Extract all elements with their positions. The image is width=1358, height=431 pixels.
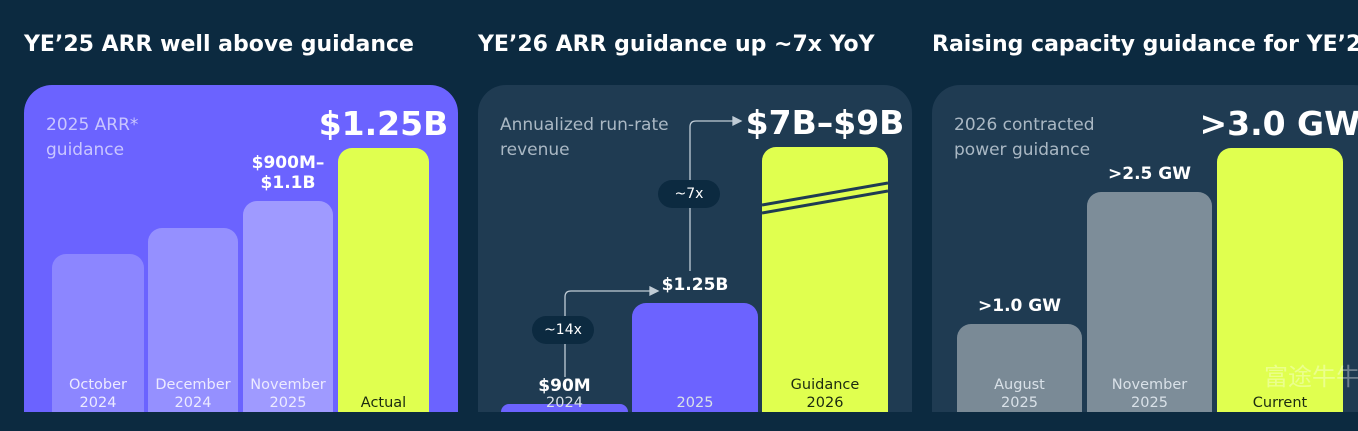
bar (1087, 192, 1212, 412)
panel-subtitle: 2025 ARR* guidance (46, 115, 139, 160)
annotation: ~14x (532, 316, 594, 344)
value-label: >2.5 GW (1108, 164, 1191, 184)
category-label: October 2024 (52, 376, 144, 412)
value-label: $1.25B (661, 275, 729, 296)
category-text: Guidance 2026 (790, 377, 860, 411)
value-label: $900M–$1.1B (251, 153, 325, 193)
category-label: 2024 (501, 394, 628, 412)
axis-break (762, 181, 888, 215)
panel: 2026 contracted power guidance August 202… (932, 85, 1358, 412)
category-text: November 2025 (1111, 377, 1188, 411)
category-label: Guidance 2026 (762, 376, 888, 412)
annotation: ~7x (658, 180, 720, 208)
category-text: November 2025 (250, 377, 326, 411)
value-label: >1.0 GW (978, 296, 1061, 316)
panel-title: YE’26 ARR guidance up ~7x YoY (478, 32, 875, 57)
panel-title: Raising capacity guidance for YE’26 (932, 32, 1358, 57)
bar (1217, 148, 1343, 412)
panel: Annualized run-rate revenue 2024 $90M 2025 $… (478, 85, 912, 412)
value-label: $90M (538, 376, 591, 397)
watermark: 富途牛牛 (1264, 363, 1358, 391)
category-label: August 2025 (957, 376, 1082, 412)
bar (762, 147, 888, 412)
value-label: $7B–$9B (745, 103, 905, 142)
bar (338, 148, 429, 412)
panel: 2025 ARR* guidance October 2024 December 2… (24, 85, 458, 412)
growth-arrows (564, 115, 743, 377)
bar (501, 404, 628, 412)
panel-subtitle: 2026 contracted power guidance (954, 115, 1095, 160)
panel-title: YE’25 ARR well above guidance (24, 32, 414, 57)
category-label: Actual (338, 394, 429, 412)
value-label: $1.25B (318, 104, 449, 144)
category-label: November 2025 (243, 376, 333, 412)
bar (148, 228, 238, 412)
bar (243, 201, 333, 412)
category-label: Current (1217, 394, 1343, 412)
bar (957, 324, 1082, 412)
value-label: >3.0 GW (1199, 104, 1358, 143)
bar (632, 303, 758, 412)
bar (52, 253, 144, 412)
category-label: December 2024 (148, 376, 238, 412)
category-text: 2024 (546, 395, 583, 411)
category-label: 2025 (632, 394, 758, 412)
category-text: Actual (360, 395, 407, 411)
category-text: December 2024 (155, 377, 231, 411)
category-text: October 2024 (68, 377, 128, 411)
category-text: August 2025 (994, 377, 1045, 411)
category-text: Current (1252, 395, 1308, 411)
category-label: November 2025 (1087, 376, 1212, 412)
category-text: 2025 (676, 395, 714, 411)
panel-subtitle: Annualized run-rate revenue (500, 115, 669, 160)
